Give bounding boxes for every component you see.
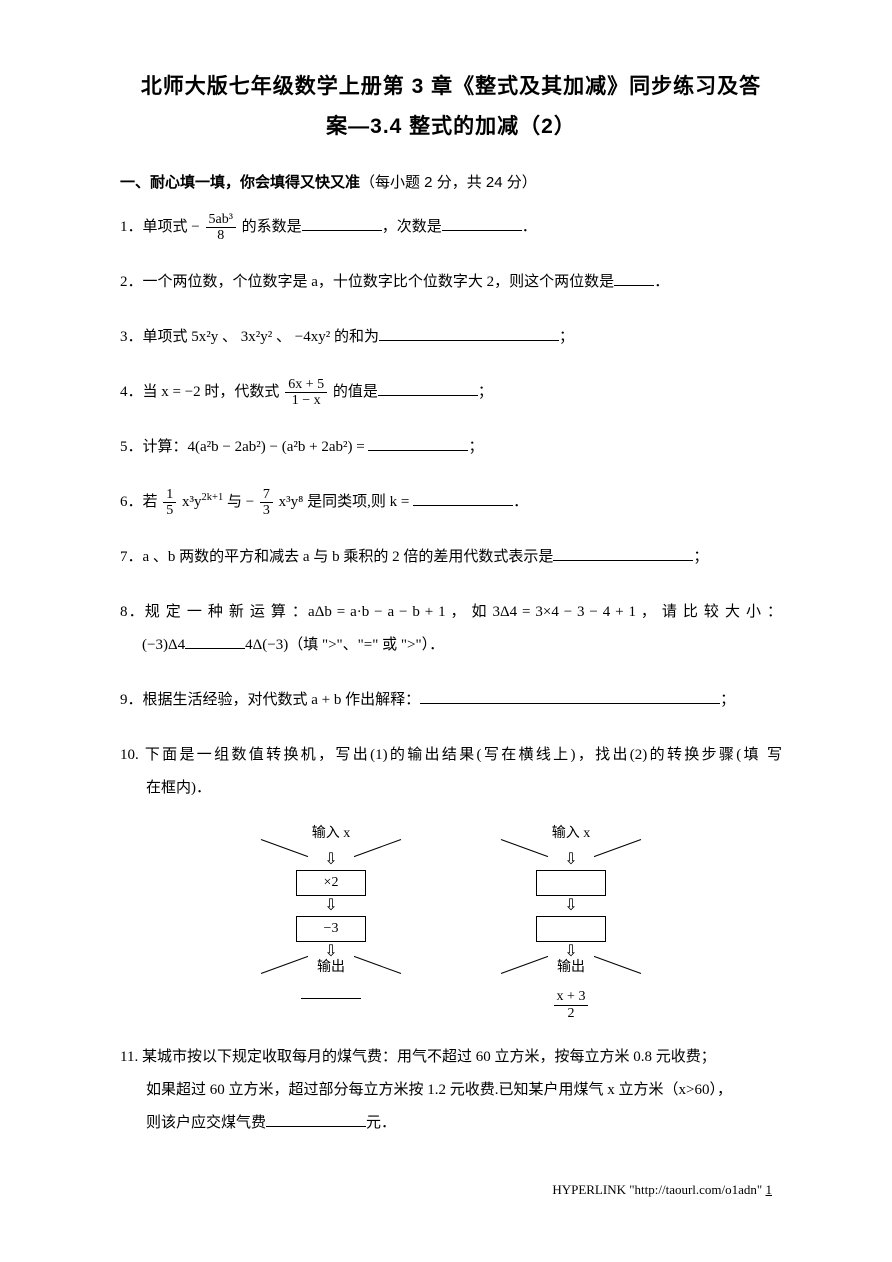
q-text: ；	[468, 439, 483, 455]
blank[interactable]	[185, 634, 245, 649]
blank[interactable]	[413, 491, 513, 506]
q-number: 11.	[120, 1049, 138, 1065]
q-text: 计算：4(a²b − 2ab²) − (a²b + 2ab²) =	[143, 439, 369, 455]
q-text: 4Δ(−3)（填 ">"、"=" 或 ">"）．	[245, 637, 444, 653]
q-text: ；	[720, 692, 735, 708]
footer-hyperlink[interactable]: HYPERLINK "http://taourl.com/o1adn"	[552, 1182, 765, 1197]
arrow-down-icon: ⇩	[501, 898, 641, 914]
q-text: x³y	[178, 494, 201, 510]
arrow-down-icon: ⇩	[261, 944, 401, 960]
fraction: 6x + 51 − x	[285, 377, 327, 409]
q-number: 7．	[120, 549, 143, 565]
arrow-down-icon: ⇩	[261, 898, 401, 914]
flow-input-label: 输入 x	[552, 826, 591, 841]
blank[interactable]	[301, 985, 361, 999]
q-text: 规 定 一 种 新 运 算 ：aΔb = a·b − a − b + 1 ， 如…	[145, 604, 782, 620]
q-number: 9．	[120, 692, 143, 708]
question-5: 5．计算：4(a²b − 2ab²) − (a²b + 2ab²) = ；	[120, 431, 782, 464]
q-number: 10.	[120, 747, 139, 763]
q-number: 8．	[120, 604, 145, 620]
blank[interactable]	[420, 689, 720, 704]
q-text: ．	[522, 219, 537, 235]
q-text: ．	[513, 494, 528, 510]
q-text: 单项式	[143, 219, 192, 235]
blank[interactable]	[378, 381, 478, 396]
q-text: 根据生活经验，对代数式 a + b 作出解释：	[143, 692, 421, 708]
fraction: 15	[163, 487, 176, 519]
fraction: 73	[260, 487, 273, 519]
q-text: ；	[693, 549, 708, 565]
page-title: 北师大版七年级数学上册第 3 章《整式及其加减》同步练习及答	[120, 70, 782, 104]
flow-step-box-empty[interactable]	[536, 870, 606, 896]
question-3: 3．单项式 5x²y 、 3x²y² 、 −4xy² 的和为 ；	[120, 321, 782, 354]
blank[interactable]	[379, 326, 559, 341]
worksheet-page: 北师大版七年级数学上册第 3 章《整式及其加减》同步练习及答 案—3.4 整式的…	[0, 0, 892, 1241]
blank[interactable]	[302, 216, 382, 231]
q-text: ，次数是	[382, 219, 442, 235]
flowchart-1: 输入 x ⇩ ×2 ⇩ −3 ⇩ 输出	[261, 827, 401, 1021]
section-heading: 一、耐心填一填，你会填得又快又准（每小题 2 分，共 24 分）	[120, 171, 782, 195]
q-number: 2．	[120, 274, 143, 290]
question-9: 9．根据生活经验，对代数式 a + b 作出解释： ；	[120, 684, 782, 717]
question-4: 4．当 x = −2 时，代数式 6x + 51 − x 的值是 ；	[120, 376, 782, 409]
flow-step-box: −3	[296, 916, 366, 942]
q-text: 下面是一组数值转换机，写出(1)的输出结果(写在横线上)，找出(2)的转换步骤(…	[145, 747, 782, 763]
q-text: 则该户应交煤气费	[146, 1115, 266, 1131]
q-text: ；	[478, 384, 493, 400]
q-text: a 、b 两数的平方和减去 a 与 b 乘积的 2 倍的差用代数式表示是	[143, 549, 554, 565]
q-text: 当 x = −2 时，代数式	[143, 384, 284, 400]
flowchart-2: 输入 x ⇩ ⇩ ⇩ 输出 x + 32	[501, 827, 641, 1021]
q-text: 在框内)．	[146, 780, 211, 796]
question-10: 10. 下面是一组数值转换机，写出(1)的输出结果(写在横线上)，找出(2)的转…	[120, 739, 782, 805]
section-label: 一、耐心填一填，你会填得又快又准	[120, 174, 360, 191]
arrow-down-icon: ⇩	[501, 852, 641, 868]
flow-output-expr: x + 32	[501, 989, 641, 1021]
flow-step-box-empty[interactable]	[536, 916, 606, 942]
flow-output-label: 输出	[557, 960, 585, 975]
blank[interactable]	[368, 436, 468, 451]
q-text: ；	[559, 329, 574, 345]
q-number: 1．	[120, 219, 143, 235]
q-text: ．	[654, 274, 669, 290]
section-points: （每小题 2 分，共 24 分）	[360, 174, 537, 191]
q-text: 的系数是	[238, 219, 302, 235]
blank[interactable]	[614, 271, 654, 286]
question-6: 6．若 15 x³y2k+1 与 − 73 x³y⁸ 是同类项,则 k = ．	[120, 486, 782, 519]
q-text: 元．	[366, 1115, 396, 1131]
q-number: 5．	[120, 439, 143, 455]
q-text: 若	[143, 494, 162, 510]
flow-step-box: ×2	[296, 870, 366, 896]
q-text: 某城市按以下规定收取每月的煤气费：用气不超过 60 立方米，按每立方米 0.8 …	[142, 1049, 716, 1065]
question-2: 2．一个两位数，个位数字是 a，十位数字比个位数字大 2，则这个两位数是 ．	[120, 266, 782, 299]
page-subtitle: 案—3.4 整式的加减（2）	[120, 110, 782, 144]
question-11: 11. 某城市按以下规定收取每月的煤气费：用气不超过 60 立方米，按每立方米 …	[120, 1041, 782, 1140]
q-number: 3．	[120, 329, 143, 345]
q-text: 与 −	[223, 494, 258, 510]
q-text: 的值是	[329, 384, 378, 400]
question-8: 8．规 定 一 种 新 运 算 ：aΔb = a·b − a − b + 1 ，…	[120, 596, 782, 662]
q-text: x³y⁸ 是同类项,则 k =	[275, 494, 413, 510]
arrow-down-icon: ⇩	[261, 852, 401, 868]
blank[interactable]	[266, 1112, 366, 1127]
fraction: 5ab³8	[206, 212, 236, 244]
question-1: 1．单项式 − 5ab³8 的系数是，次数是．	[120, 211, 782, 244]
arrow-down-icon: ⇩	[501, 944, 641, 960]
flowchart-row: 输入 x ⇩ ×2 ⇩ −3 ⇩ 输出 输入 x ⇩ ⇩ ⇩ 输出 x + 32	[120, 827, 782, 1021]
flow-output-label: 输出	[317, 960, 345, 975]
q-text: 一个两位数，个位数字是 a，十位数字比个位数字大 2，则这个两位数是	[143, 274, 615, 290]
q-text: 如果超过 60 立方米，超过部分每立方米按 1.2 元收费.已知某户用煤气 x …	[146, 1082, 732, 1098]
q-number: 6．	[120, 494, 143, 510]
question-7: 7．a 、b 两数的平方和减去 a 与 b 乘积的 2 倍的差用代数式表示是 ；	[120, 541, 782, 574]
q-text: 单项式 5x²y 、 3x²y² 、 −4xy² 的和为	[143, 329, 379, 345]
flow-input-label: 输入 x	[312, 826, 351, 841]
q-text: (−3)Δ4	[142, 637, 185, 653]
page-number: 1	[766, 1182, 773, 1197]
blank[interactable]	[553, 546, 693, 561]
blank[interactable]	[442, 216, 522, 231]
page-footer: HYPERLINK "http://taourl.com/o1adn" 1	[120, 1180, 782, 1201]
q-number: 4．	[120, 384, 143, 400]
exponent: 2k+1	[202, 492, 224, 503]
